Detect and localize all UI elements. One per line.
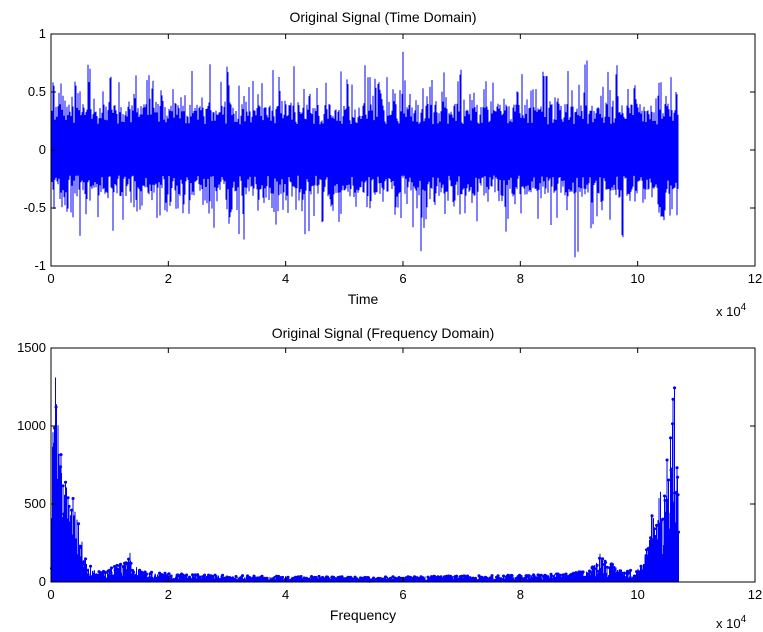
frequency-domain-x-ticks: 0 2 4 6 8 10 12 <box>47 348 762 602</box>
y-tick-label: 1500 <box>17 340 46 355</box>
frequency-domain-x-exponent-power: 4 <box>741 614 747 625</box>
frequency-domain-title: Original Signal (Frequency Domain) <box>272 325 495 341</box>
time-domain-signal-line <box>51 51 679 258</box>
time-domain-axes: Original Signal (Time Domain) 0 2 4 6 8 10 12 … <box>24 9 763 319</box>
time-domain-plot-area <box>51 51 679 258</box>
x-tick-label: 2 <box>165 587 172 602</box>
y-tick-label: 1 <box>39 26 46 41</box>
y-tick-label: 0 <box>39 574 46 589</box>
frequency-domain-x-exponent-base: x 10 <box>716 616 741 631</box>
y-tick-label: -0.5 <box>24 200 46 215</box>
frequency-domain-plot-area <box>50 377 681 583</box>
y-tick-label: -1 <box>34 258 46 273</box>
time-domain-x-exponent-power: 4 <box>741 302 747 313</box>
y-tick-label: 0.5 <box>28 84 46 99</box>
frequency-domain-x-axis-label: Frequency <box>330 607 396 623</box>
y-tick-label: 0 <box>39 142 46 157</box>
x-tick-label: 6 <box>399 587 406 602</box>
x-tick-label: 6 <box>399 271 406 286</box>
x-tick-label: 8 <box>517 587 524 602</box>
time-domain-x-axis-label: Time <box>348 291 379 307</box>
frequency-domain-spectrum-markers <box>50 386 681 583</box>
frequency-domain-x-exponent-label: x 104 <box>716 614 747 631</box>
x-tick-label: 4 <box>282 587 289 602</box>
x-tick-label: 10 <box>630 587 644 602</box>
time-domain-x-exponent-label: x 104 <box>716 302 747 319</box>
y-tick-label: 500 <box>24 496 46 511</box>
y-tick-label: 1000 <box>17 418 46 433</box>
x-tick-label: 0 <box>47 271 54 286</box>
time-domain-title: Original Signal (Time Domain) <box>290 9 477 25</box>
time-domain-y-ticks: -1 -0.5 0 0.5 1 <box>24 26 755 273</box>
x-tick-label: 2 <box>165 271 172 286</box>
x-tick-label: 12 <box>748 271 762 286</box>
time-domain-x-exponent-base: x 10 <box>716 304 741 319</box>
x-tick-label: 4 <box>282 271 289 286</box>
frequency-domain-y-ticks: 0 500 1000 1500 <box>17 340 755 589</box>
time-domain-x-ticks: 0 2 4 6 8 10 12 <box>47 34 762 286</box>
x-tick-label: 0 <box>47 587 54 602</box>
x-tick-label: 12 <box>748 587 762 602</box>
frequency-domain-axes: Original Signal (Frequency Domain) 0 2 4 6 8… <box>17 325 762 631</box>
x-tick-label: 8 <box>517 271 524 286</box>
x-tick-label: 10 <box>630 271 644 286</box>
